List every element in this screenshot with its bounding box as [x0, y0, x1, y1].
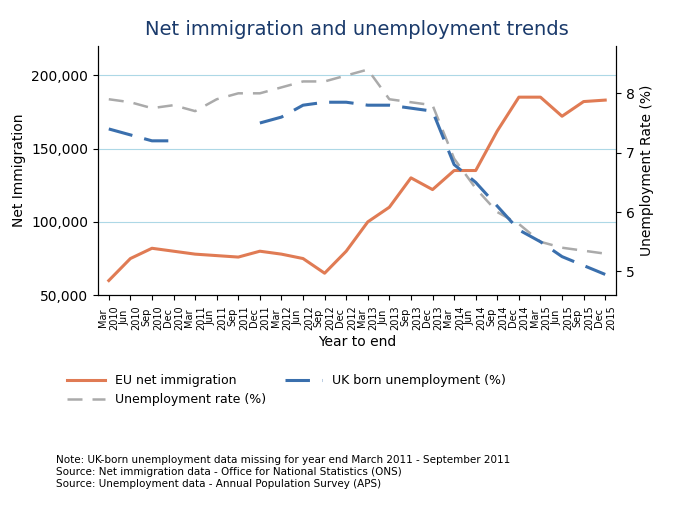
Title: Net immigration and unemployment trends: Net immigration and unemployment trends — [145, 20, 569, 39]
Y-axis label: Unemployment Rate (%): Unemployment Rate (%) — [640, 85, 654, 256]
Text: Note: UK-born unemployment data missing for year end March 2011 - September 2011: Note: UK-born unemployment data missing … — [56, 456, 510, 489]
Y-axis label: Net Immigration: Net Immigration — [12, 114, 26, 227]
X-axis label: Year to end: Year to end — [318, 335, 396, 349]
Legend: EU net immigration, Unemployment rate (%), UK born unemployment (%): EU net immigration, Unemployment rate (%… — [62, 369, 511, 411]
